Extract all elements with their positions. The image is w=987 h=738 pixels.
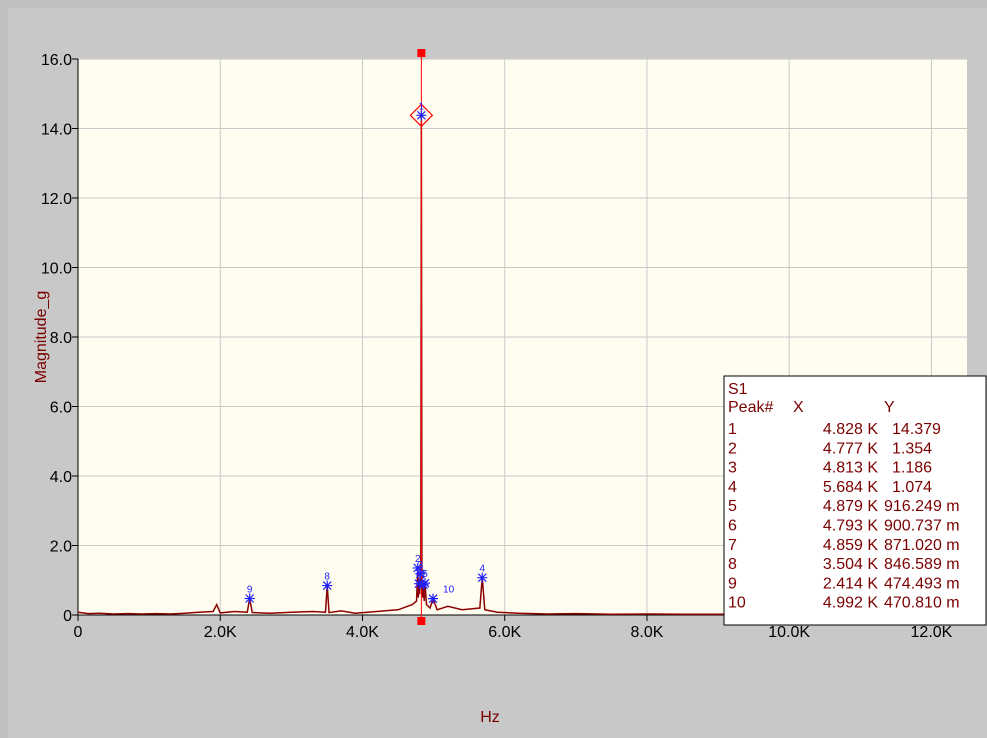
peak-label: 4 xyxy=(479,564,485,575)
table-cell: 14.379 xyxy=(892,421,941,438)
table-header: X xyxy=(793,399,804,416)
x-tick-label: 2.0K xyxy=(204,624,237,641)
table-cell: 4.828 K xyxy=(823,421,878,438)
table-cell: 3.504 K xyxy=(823,556,878,573)
table-header: Peak# xyxy=(728,399,773,416)
table-cell: 1.354 xyxy=(892,440,932,457)
table-title: S1 xyxy=(728,381,748,398)
peak-label: 7 xyxy=(421,571,427,582)
cursor-handle xyxy=(417,49,426,57)
x-tick-label: 0 xyxy=(74,624,83,641)
peak-label: 6 xyxy=(416,570,422,581)
y-tick-label: 14.0 xyxy=(41,122,72,139)
peak-marker xyxy=(413,578,424,589)
table-cell: 4.793 K xyxy=(823,518,878,535)
table-cell: 4 xyxy=(728,479,737,496)
peak-label: 5 xyxy=(422,569,428,580)
peak-marker xyxy=(418,579,429,590)
peak-label: 2 xyxy=(415,554,421,565)
x-tick-label: 6.0K xyxy=(488,624,521,641)
peak-label: 10 xyxy=(443,585,455,596)
y-tick-label: 0 xyxy=(63,608,72,625)
table-cell: 2.414 K xyxy=(823,575,878,592)
x-tick-label: 4.0K xyxy=(346,624,379,641)
table-cell: 4.777 K xyxy=(823,440,878,457)
y-tick-label: 6.0 xyxy=(50,400,72,417)
peak-marker xyxy=(416,110,427,121)
cursor-diamond xyxy=(409,103,434,128)
table-cell: 1.186 xyxy=(892,460,932,477)
peak-marker xyxy=(415,568,426,579)
y-tick-label: 4.0 xyxy=(50,469,72,486)
table-cell: 10 xyxy=(728,595,746,612)
peak-marker xyxy=(244,593,255,604)
table-cell: 5 xyxy=(728,498,737,515)
y-axis-title: Magnitude_g xyxy=(33,291,50,384)
x-tick-label: 12.0K xyxy=(911,624,953,641)
table-cell: 8 xyxy=(728,556,737,573)
y-tick-label: 12.0 xyxy=(41,191,72,208)
table-cell: 7 xyxy=(728,537,737,554)
table-cell: 5.684 K xyxy=(823,479,878,496)
peak-label: 9 xyxy=(247,585,253,596)
cursor-handle xyxy=(417,617,426,625)
table-cell: 4.813 K xyxy=(823,460,878,477)
peak-table-box xyxy=(723,375,987,626)
peak-marker xyxy=(322,580,333,591)
peak-label: 8 xyxy=(324,572,330,583)
table-cell: 2 xyxy=(728,440,737,457)
table-cell: 871.020 m xyxy=(884,537,960,554)
y-tick-label: 8.0 xyxy=(50,330,72,347)
table-cell: 3 xyxy=(728,460,737,477)
peak-label: 1 xyxy=(419,101,425,112)
peak-marker xyxy=(428,593,439,604)
table-cell: 900.737 m xyxy=(884,518,960,535)
x-tick-label: 8.0K xyxy=(630,624,663,641)
y-tick-label: 2.0 xyxy=(50,539,72,556)
table-cell: 4.859 K xyxy=(823,537,878,554)
x-axis-title: Hz xyxy=(480,709,500,726)
y-tick-label: 16.0 xyxy=(41,52,72,69)
peak-label: 3 xyxy=(418,560,424,571)
table-cell: 846.589 m xyxy=(884,556,960,573)
table-cell: 6 xyxy=(728,518,737,535)
peak-marker xyxy=(412,562,423,573)
table-cell: 1.074 xyxy=(892,479,932,496)
table-cell: 9 xyxy=(728,575,737,592)
peak-marker xyxy=(477,572,488,583)
table-cell: 4.879 K xyxy=(823,498,878,515)
x-tick-label: 10.0K xyxy=(768,624,810,641)
table-cell: 4.992 K xyxy=(823,595,878,612)
table-cell: 474.493 m xyxy=(884,575,960,592)
table-cell: 1 xyxy=(728,421,737,438)
table-cell: 470.810 m xyxy=(884,595,960,612)
table-cell: 916.249 m xyxy=(884,498,960,515)
y-tick-label: 10.0 xyxy=(41,261,72,278)
table-header: Y xyxy=(884,399,895,416)
